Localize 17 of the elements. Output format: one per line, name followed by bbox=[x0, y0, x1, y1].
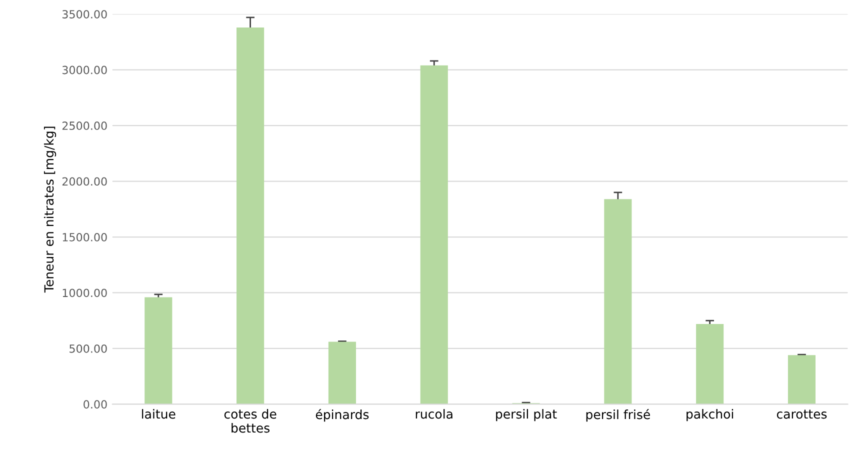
y-tick-label: 3000.00 bbox=[62, 66, 107, 74]
y-tick-label: 3500.00 bbox=[62, 10, 107, 18]
y-tick-label: 500.00 bbox=[70, 344, 107, 353]
y-tick-label: 1000.00 bbox=[62, 288, 107, 298]
y-axis-title: Teneur en nitrates [mg/kg] bbox=[44, 126, 56, 293]
y-tick-label: 2000.00 bbox=[62, 177, 107, 186]
x-tick-label: cotes de bettes bbox=[224, 409, 276, 433]
y-tick-label: 2500.00 bbox=[62, 122, 107, 130]
x-tick-label: laitue bbox=[142, 409, 176, 419]
x-tick-label: pakchoi bbox=[686, 409, 734, 422]
x-tick-label: carottes bbox=[776, 410, 827, 419]
x-tick-label: rucola bbox=[416, 409, 452, 419]
x-tick-label: épinards bbox=[316, 409, 369, 422]
x-tick-label: persil frisé bbox=[586, 409, 650, 422]
x-tick-label: persil plat bbox=[496, 409, 557, 422]
y-tick-label: 1500.00 bbox=[62, 232, 107, 242]
y-tick-label: 0.00 bbox=[84, 400, 107, 409]
